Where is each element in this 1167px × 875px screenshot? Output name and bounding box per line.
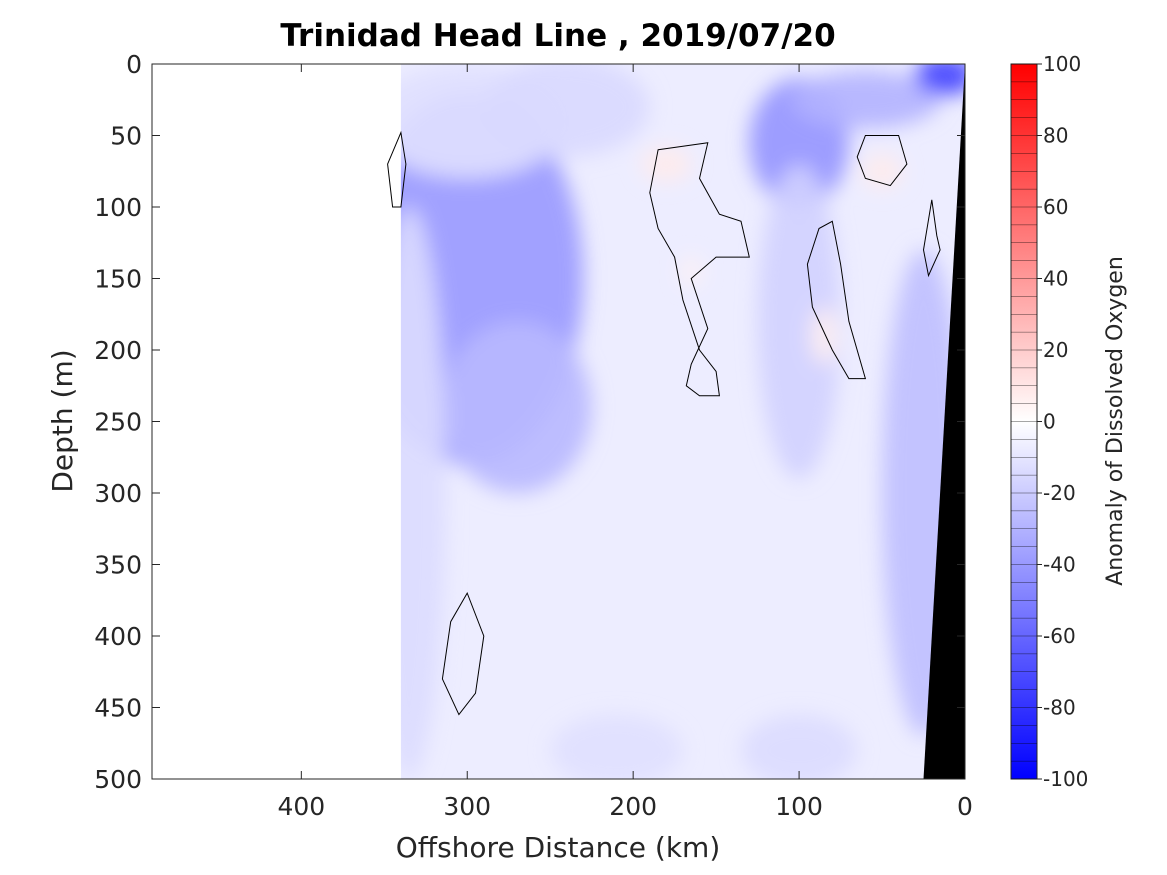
y-tick-label: 0: [126, 50, 142, 79]
anomaly-blob: [442, 321, 592, 494]
colorbar: 100 80 60 40 20 0 -20 -40 -60 -80 -100 Anomaly of …: [1010, 52, 1128, 791]
zero-contours: [387, 130, 941, 716]
anomaly-field: [152, 64, 965, 779]
colorbar-label: Anomaly of Dissolved Oxygen: [1103, 256, 1128, 586]
x-tick-label: 0: [957, 792, 973, 821]
land-wedge: [923, 64, 965, 779]
y-tick-label: 500: [94, 765, 142, 794]
y-tick-label: 200: [94, 336, 142, 365]
colorbar-tick-label: 80: [1043, 124, 1068, 148]
colorbar-tick-label: -20: [1043, 481, 1076, 505]
colorbar-tick-label: -80: [1043, 696, 1076, 720]
anomaly-blob: [757, 164, 841, 479]
anomaly-blob: [681, 257, 702, 286]
anomaly-blob: [483, 64, 650, 157]
y-tick-label: 100: [94, 193, 142, 222]
colorbar-tick-label: 0: [1043, 410, 1056, 434]
y-axis: 0 50 100 150 200 250 300 350 400 450 500: [94, 50, 965, 794]
x-axis-label: Offshore Distance (km): [396, 831, 721, 864]
zero-contour: [922, 199, 941, 278]
anomaly-blob: [641, 146, 692, 182]
y-tick-label: 400: [94, 622, 142, 651]
zero-contour: [806, 220, 867, 380]
zero-contour: [441, 591, 485, 716]
x-tick-label: 300: [443, 792, 491, 821]
colorbar-ticks: 100 80 60 40 20 0 -20 -40 -60 -80 -100: [1037, 52, 1088, 791]
colorbar-tick-label: -100: [1043, 767, 1088, 791]
plot-area: [151, 63, 966, 780]
colorbar-tick-label: 40: [1043, 267, 1068, 291]
zero-contour: [856, 135, 908, 187]
y-tick-label: 250: [94, 408, 142, 437]
colorbar-tick-label: -40: [1043, 553, 1076, 577]
x-axis: 400 300 200 100 0: [277, 64, 973, 821]
colorbar-tick-label: 100: [1043, 52, 1081, 76]
y-tick-label: 150: [94, 265, 142, 294]
x-tick-label: 400: [277, 792, 325, 821]
bathymetry: [923, 64, 965, 779]
colorbar-tick-label: 60: [1043, 195, 1068, 219]
anomaly-blob: [550, 714, 683, 779]
colorbar-steps: [1011, 63, 1037, 780]
anomaly-blob: [790, 71, 941, 129]
zero-contour: [387, 130, 407, 208]
anomaly-blobs: [351, 64, 965, 779]
zero-contour: [649, 142, 750, 397]
x-tick-label: 200: [609, 792, 657, 821]
y-tick-label: 50: [110, 122, 142, 151]
no-data-region: [152, 64, 401, 779]
chart-title: Trinidad Head Line , 2019/07/20: [280, 18, 835, 54]
anomaly-blob: [741, 714, 858, 779]
y-tick-label: 300: [94, 479, 142, 508]
anomaly-blob: [915, 64, 965, 96]
y-tick-label: 450: [94, 694, 142, 723]
y-axis-label: Depth (m): [46, 349, 79, 492]
anomaly-blob: [810, 307, 838, 365]
y-tick-label: 350: [94, 551, 142, 580]
colorbar-tick-label: -60: [1043, 624, 1076, 648]
colorbar-tick-label: 20: [1043, 338, 1068, 362]
x-tick-label: 100: [775, 792, 823, 821]
